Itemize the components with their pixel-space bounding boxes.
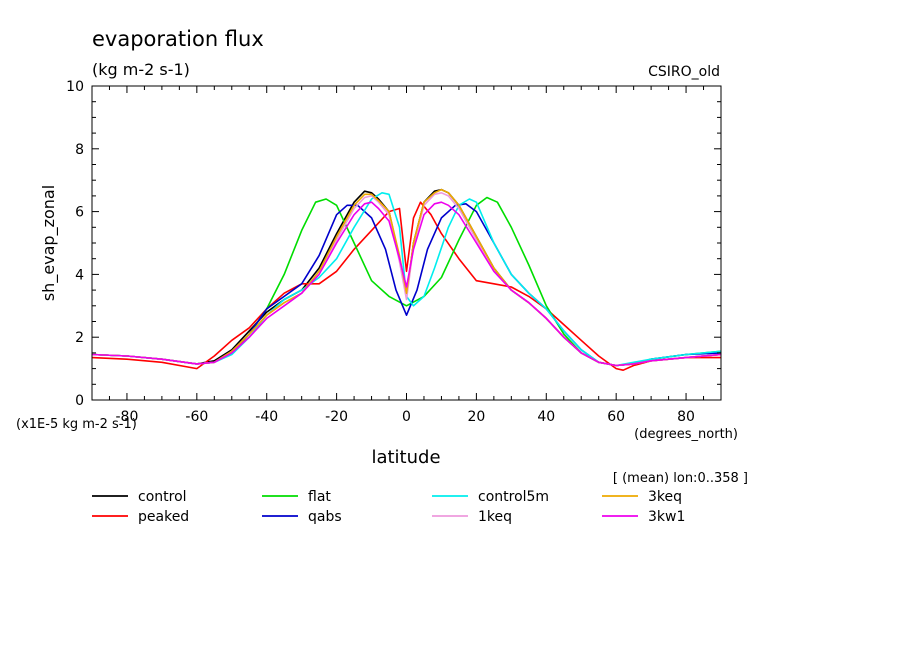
- y-scale-note: (x1E-5 kg m-2 s-1): [16, 417, 137, 432]
- chart-subtitle: (kg m-2 s-1): [92, 60, 190, 79]
- x-tick-label: 20: [467, 409, 485, 425]
- legend-label-control5m: control5m: [478, 489, 549, 505]
- legend-label-3kw1: 3kw1: [648, 509, 685, 525]
- series-layer: [92, 188, 721, 372]
- x-tick-label: 40: [537, 409, 555, 425]
- y-tick-label: 4: [75, 267, 84, 283]
- y-tick-label: 0: [75, 393, 84, 409]
- legend-label-qabs: qabs: [308, 509, 342, 525]
- series-line-1keq: [92, 192, 721, 367]
- legend-label-3keq: 3keq: [648, 489, 682, 505]
- series-line-3keq: [92, 188, 721, 367]
- x-tick-label: 0: [402, 409, 411, 425]
- series-line-flat: [92, 196, 721, 367]
- legend-label-flat: flat: [308, 489, 331, 505]
- x-tick-label: -40: [255, 409, 278, 425]
- series-line-control: [92, 188, 721, 367]
- legend: control peaked flat qabs control5m 1keq 3keq 3k…: [92, 489, 685, 525]
- legend-label-peaked: peaked: [138, 509, 189, 525]
- series-line-control5m: [92, 192, 721, 367]
- x-tick-label: -60: [185, 409, 208, 425]
- x-tick-label: 60: [607, 409, 625, 425]
- y-tick-label: 2: [75, 330, 84, 346]
- averaging-note: [ (mean) lon:0..358 ]: [613, 471, 748, 486]
- legend-label-control: control: [138, 489, 187, 505]
- y-axis-label: sh_evap_zonal: [39, 185, 59, 301]
- x-tick-label: -20: [325, 409, 348, 425]
- x-axis-label: latitude: [371, 447, 440, 468]
- x-units-label: (degrees_north): [634, 427, 738, 442]
- x-tick-label: -80: [116, 409, 139, 425]
- source-label: CSIRO_old: [648, 64, 720, 80]
- series-line-3kw1: [92, 201, 721, 367]
- y-tick-label: 10: [66, 79, 84, 95]
- ticks-layer: -80 -60 -40 -20 0 20 40 60 80 0 2 4 6 8 10: [66, 79, 722, 425]
- y-tick-label: 6: [75, 205, 84, 221]
- y-tick-label: 8: [75, 142, 84, 158]
- series-line-peaked: [92, 201, 721, 372]
- plot-frame: [91, 85, 722, 401]
- chart-title: evaporation flux: [92, 27, 264, 51]
- x-tick-label: 80: [677, 409, 695, 425]
- legend-label-1keq: 1keq: [478, 509, 512, 525]
